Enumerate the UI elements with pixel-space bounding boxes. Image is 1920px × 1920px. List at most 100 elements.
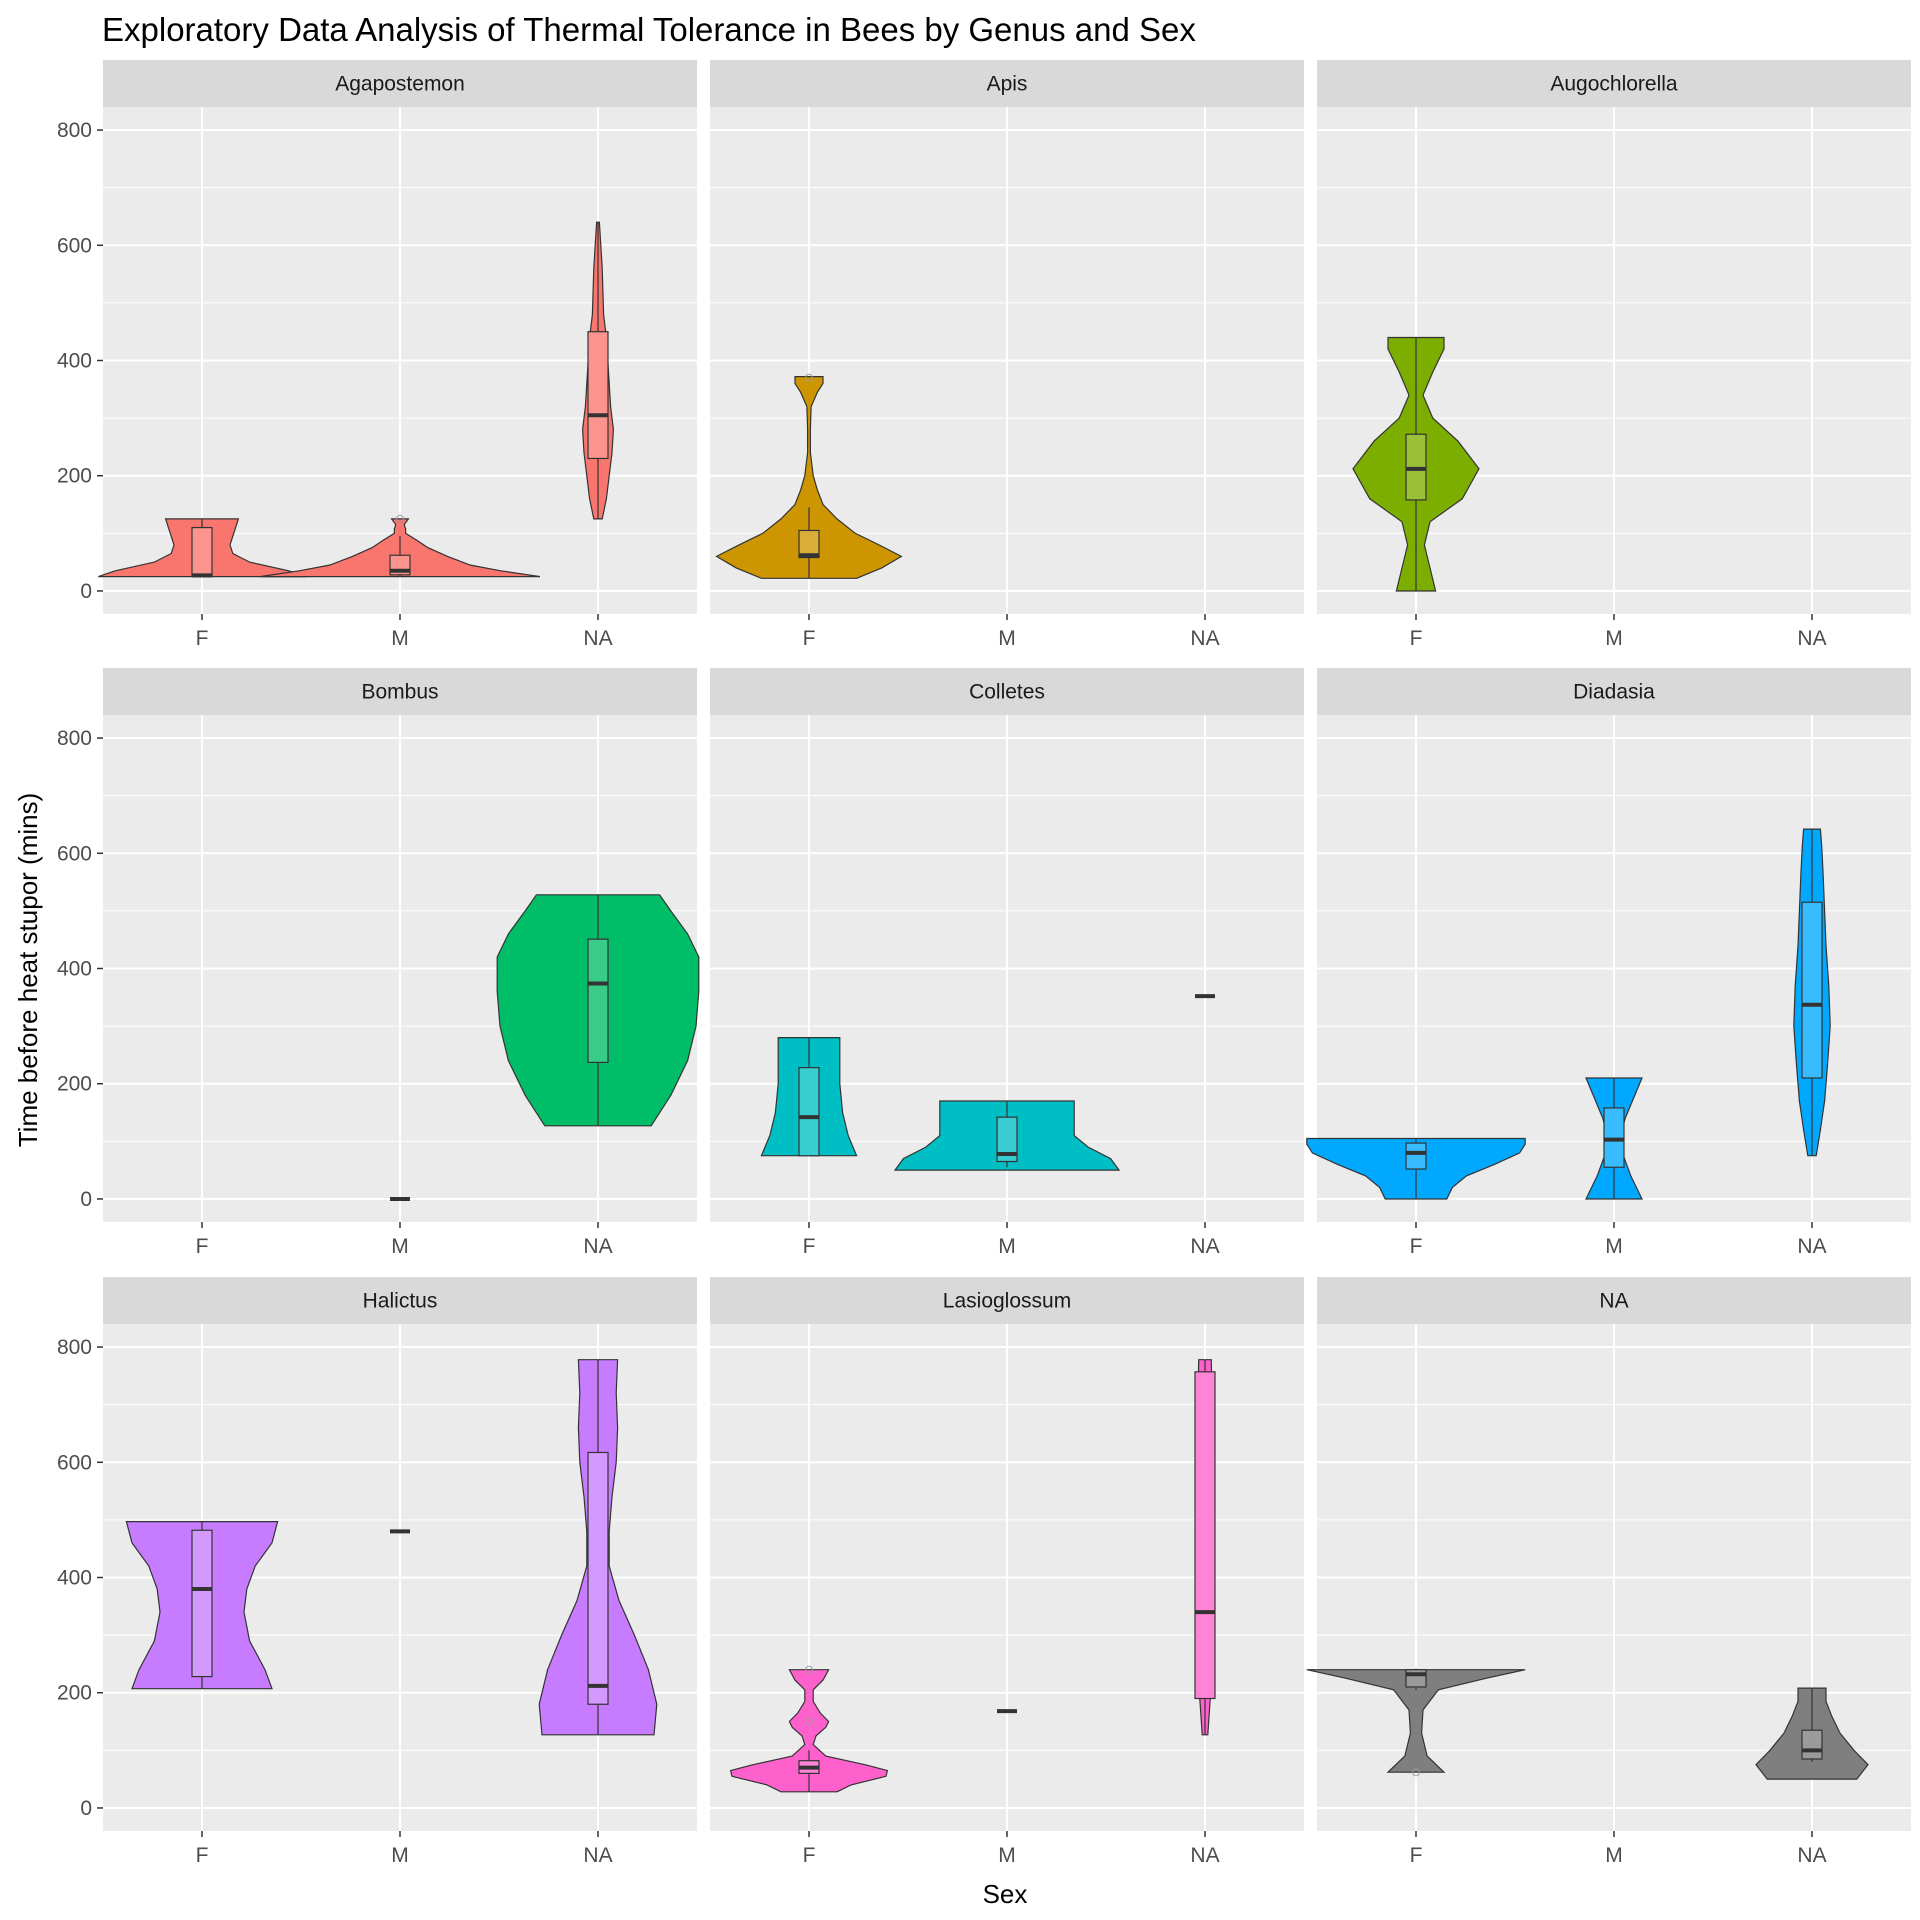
x-tick-label: F [803, 1844, 816, 1867]
x-tick-label: M [391, 1235, 409, 1258]
x-tick-label: F [196, 627, 209, 650]
y-tick-label: 800 [57, 727, 92, 750]
box-iqr [587, 1451, 609, 1705]
x-tick-label: F [196, 1235, 209, 1258]
x-tick-label: NA [583, 1844, 612, 1867]
violin-shape [729, 1669, 889, 1793]
violin-group [715, 373, 903, 579]
x-tick-label: NA [1190, 627, 1219, 650]
facet-panel: Agapostemon F M NA 0 200 400 600 800 [57, 60, 697, 650]
y-axis-title: Time before heat stupor (mins) [13, 793, 43, 1148]
y-tick-label: 600 [57, 1451, 92, 1474]
facet-strip-label: Halictus [363, 1290, 438, 1313]
facet-panel: NA F M NA [1306, 1277, 1911, 1867]
y-tick-label: 200 [57, 1682, 92, 1705]
box-iqr [191, 526, 213, 578]
facet-panel: Diadasia F M NA [1306, 668, 1911, 1258]
y-tick-label: 400 [57, 958, 92, 981]
facet-strip [1317, 668, 1911, 715]
y-tick-label: 200 [57, 465, 92, 488]
y-tick-label: 600 [57, 234, 92, 257]
facet-strip [103, 668, 697, 715]
facet-strip [710, 668, 1304, 715]
x-tick-label: M [1605, 1235, 1623, 1258]
y-tick-label: 400 [57, 350, 92, 373]
y-tick-label: 200 [57, 1073, 92, 1096]
violin-group [760, 1037, 858, 1157]
x-tick-label: F [1410, 627, 1423, 650]
y-tick-label: 800 [57, 1336, 92, 1359]
x-tick-label: F [1410, 1844, 1423, 1867]
facet-panel: Augochlorella F M NA [1317, 60, 1911, 650]
y-tick-label: 0 [80, 1797, 92, 1820]
x-tick-label: M [391, 627, 409, 650]
violin-shape [715, 376, 903, 579]
violin-group [538, 1359, 658, 1736]
x-tick-label: M [1605, 1844, 1623, 1867]
violin-group [259, 514, 541, 578]
facet-strip [1317, 60, 1911, 107]
box-iqr [191, 1529, 213, 1678]
facet-strip-label: Bombus [361, 681, 438, 704]
facet-strip-label: Augochlorella [1550, 73, 1678, 96]
violin-group [893, 1100, 1121, 1171]
violin-group [98, 518, 306, 578]
violin-group [496, 894, 700, 1127]
violin-group [581, 221, 615, 520]
x-tick-label: NA [583, 1235, 612, 1258]
violin-group [1306, 1668, 1526, 1777]
chart-title: Exploratory Data Analysis of Thermal Tol… [102, 11, 1196, 48]
x-tick-label: F [803, 1235, 816, 1258]
x-tick-label: M [998, 627, 1016, 650]
facet-strip [710, 60, 1304, 107]
facet-strip-label: Apis [987, 73, 1028, 96]
box-iqr [798, 529, 820, 559]
facet-strip-label: Agapostemon [335, 73, 465, 96]
violin-group [1755, 1687, 1869, 1780]
facet-panel: Colletes F M NA [710, 668, 1304, 1258]
box-iqr [1194, 1371, 1216, 1700]
x-tick-label: F [1410, 1235, 1423, 1258]
x-tick-label: M [998, 1235, 1016, 1258]
facet-strip [103, 1277, 697, 1324]
x-tick-label: NA [1797, 627, 1826, 650]
box-iqr [798, 1066, 820, 1157]
facet-panel: Halictus F M NA 0 200 400 600 800 [57, 1277, 697, 1867]
box-iqr [1603, 1107, 1625, 1168]
outlier-point [804, 373, 814, 382]
x-tick-label: NA [1797, 1235, 1826, 1258]
outlier-point [804, 1665, 814, 1674]
y-tick-label: 400 [57, 1567, 92, 1590]
facet-panel: Lasioglossum F M NA [710, 1277, 1304, 1867]
x-tick-label: M [998, 1844, 1016, 1867]
x-tick-label: M [391, 1844, 409, 1867]
violin-group [729, 1665, 889, 1793]
x-tick-label: M [1605, 627, 1623, 650]
outlier-point [1411, 1768, 1421, 1777]
box-iqr [587, 938, 609, 1064]
violin-shape [1306, 1669, 1526, 1773]
x-tick-label: NA [1797, 1844, 1826, 1867]
facet-strip [1317, 1277, 1911, 1324]
box-iqr [1405, 1669, 1427, 1688]
x-tick-label: NA [1190, 1844, 1219, 1867]
box-iqr [1405, 1142, 1427, 1170]
x-axis-title: Sex [983, 1879, 1028, 1909]
violin-group [1352, 336, 1480, 592]
facet-strip [103, 60, 697, 107]
violin-group [1585, 1077, 1643, 1200]
box-iqr [996, 1116, 1018, 1163]
violin-group [1793, 828, 1831, 1157]
facet-panel: Bombus F M NA 0 200 400 600 800 [57, 668, 700, 1258]
y-tick-label: 0 [80, 1188, 92, 1211]
facet-panel: Apis F M NA [710, 60, 1304, 650]
x-tick-label: NA [583, 627, 612, 650]
x-tick-label: F [196, 1844, 209, 1867]
outlier-point [804, 1717, 814, 1726]
facet-strip [710, 1277, 1304, 1324]
box-iqr [1801, 901, 1823, 1079]
facet-strip-label: Lasioglossum [943, 1290, 1071, 1313]
x-tick-label: NA [1190, 1235, 1219, 1258]
y-tick-label: 800 [57, 119, 92, 142]
